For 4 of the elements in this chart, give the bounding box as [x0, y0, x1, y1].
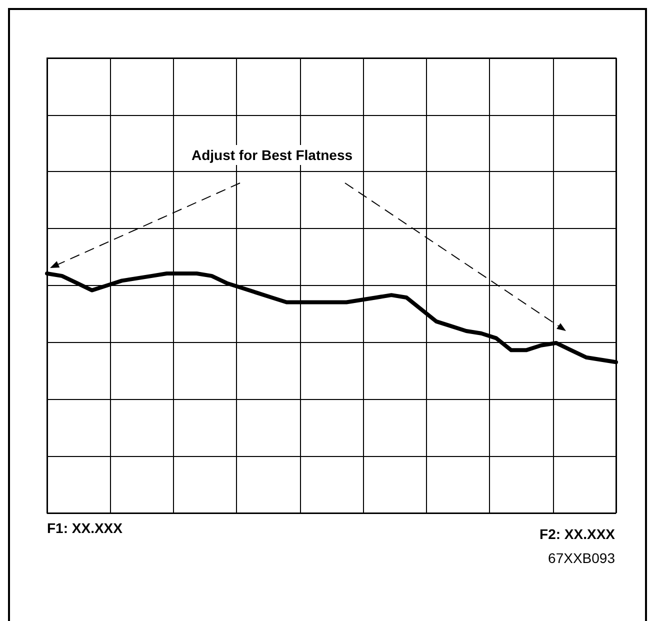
text: 67XXB093 — [548, 550, 616, 566]
text: Adjust for Best Flatness — [191, 147, 353, 163]
text: F2: XX.XXX — [540, 526, 616, 542]
text: F1: XX.XXX — [47, 520, 124, 536]
